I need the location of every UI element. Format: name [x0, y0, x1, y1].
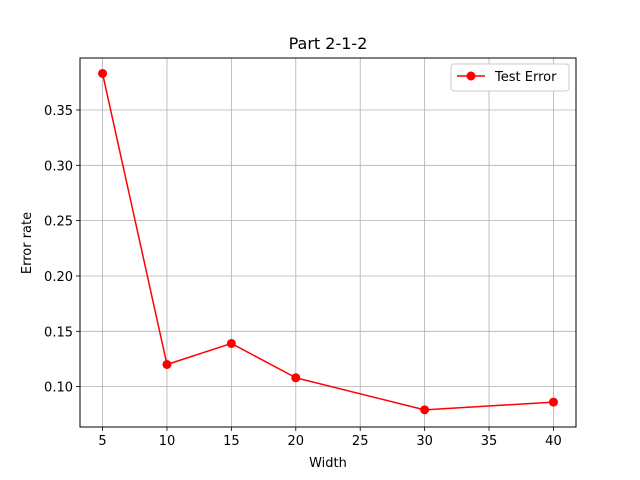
legend-marker	[466, 71, 476, 81]
y-tick-label: 0.10	[44, 381, 73, 396]
x-tick-label: 25	[352, 434, 369, 449]
data-point	[548, 397, 558, 407]
legend: Test Error	[450, 63, 570, 92]
data-point	[162, 359, 172, 369]
legend-box	[450, 63, 570, 92]
y-tick-label: 0.15	[44, 325, 73, 340]
axis-ticks: 5 10 15 20 25 30 35 40 0.10 0.15 0.20 0.25 0.30 0.35	[44, 104, 562, 449]
x-tick-label: 10	[159, 434, 176, 449]
data-point	[420, 405, 430, 415]
data-point	[291, 373, 301, 383]
data-point	[98, 68, 108, 78]
data-point	[226, 338, 236, 348]
x-tick-label: 35	[481, 434, 498, 449]
y-axis-label: Error rate	[20, 212, 35, 274]
x-tick-label: 5	[98, 434, 106, 449]
x-axis-label: Width	[309, 456, 347, 471]
y-tick-label: 0.25	[44, 215, 73, 230]
plot-markers	[98, 68, 558, 415]
y-tick-label: 0.20	[44, 270, 73, 285]
chart-title: Part 2-1-2	[289, 34, 368, 53]
axes-frame	[79, 57, 577, 428]
x-tick-label: 30	[416, 434, 433, 449]
series-line	[101, 73, 554, 411]
grid	[80, 58, 576, 427]
plot-lines	[101, 73, 554, 411]
y-tick-label: 0.30	[44, 159, 73, 174]
x-tick-label: 15	[223, 434, 240, 449]
legend-label: Test Error	[494, 70, 557, 85]
x-tick-label: 20	[288, 434, 305, 449]
y-tick-label: 0.35	[44, 104, 73, 119]
x-tick-label: 40	[545, 434, 562, 449]
